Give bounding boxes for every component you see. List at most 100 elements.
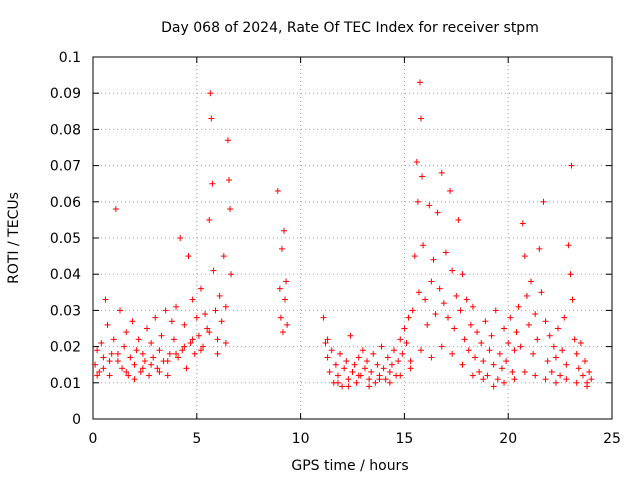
data-point (552, 354, 559, 361)
data-point (548, 368, 555, 375)
data-point (133, 347, 140, 354)
data-point (104, 321, 111, 328)
data-point (116, 307, 123, 314)
data-point (395, 358, 402, 365)
data-point (127, 354, 134, 361)
data-point (168, 318, 175, 325)
data-point (480, 358, 487, 365)
data-point (434, 209, 441, 216)
data-point (525, 321, 532, 328)
data-point (488, 332, 495, 339)
data-point (428, 354, 435, 361)
x-axis-label: GPS time / hours (291, 458, 408, 474)
data-point (474, 329, 481, 336)
data-point (418, 115, 425, 122)
data-point (328, 347, 335, 354)
data-point (569, 296, 576, 303)
data-point (210, 267, 217, 274)
data-point (382, 376, 389, 383)
data-point (351, 361, 358, 368)
y-tick-label: 0.03 (50, 303, 81, 319)
data-point (532, 311, 539, 318)
data-point (148, 339, 155, 346)
data-point (536, 245, 543, 252)
data-point (378, 343, 385, 350)
data-point (326, 368, 333, 375)
data-point (353, 379, 360, 386)
data-point (571, 336, 578, 343)
data-point (320, 314, 327, 321)
data-point (411, 253, 418, 260)
data-point (575, 365, 582, 372)
data-point (125, 372, 132, 379)
data-point (214, 350, 221, 357)
data-point (284, 321, 291, 328)
data-point (324, 336, 331, 343)
data-point (349, 368, 356, 375)
data-point (540, 198, 547, 205)
data-point (279, 329, 286, 336)
y-tick-label: 0.07 (50, 159, 81, 175)
data-point (102, 296, 109, 303)
data-point (148, 361, 155, 368)
data-point (480, 376, 487, 383)
data-point (150, 354, 157, 361)
data-point (146, 372, 153, 379)
data-point (139, 350, 146, 357)
data-point (486, 347, 493, 354)
x-tick-label: 25 (603, 431, 621, 447)
data-point (278, 245, 285, 252)
data-point (152, 314, 159, 321)
x-tick-label: 5 (192, 431, 201, 447)
data-point (193, 314, 200, 321)
data-point (143, 325, 150, 332)
data-point (521, 253, 528, 260)
data-point (494, 376, 501, 383)
data-point (530, 350, 537, 357)
data-point (447, 187, 454, 194)
data-point (282, 296, 289, 303)
data-point (156, 368, 163, 375)
data-point (438, 343, 445, 350)
data-point (100, 354, 107, 361)
data-point (227, 206, 234, 213)
data-point (181, 343, 188, 350)
data-point (189, 296, 196, 303)
data-point (568, 162, 575, 169)
data-point (339, 383, 346, 390)
data-point (517, 343, 524, 350)
data-point (225, 177, 232, 184)
data-point (521, 368, 528, 375)
data-point (442, 249, 449, 256)
data-point (173, 350, 180, 357)
data-point (366, 376, 373, 383)
data-point (376, 376, 383, 383)
data-point (119, 365, 126, 372)
data-point (131, 361, 138, 368)
data-point (324, 354, 331, 361)
data-point (565, 242, 572, 249)
data-point (345, 383, 352, 390)
data-point (409, 307, 416, 314)
data-point (501, 325, 508, 332)
data-point (426, 202, 433, 209)
data-point (195, 332, 202, 339)
data-point (123, 329, 130, 336)
data-point (114, 358, 121, 365)
y-tick-label: 0.05 (50, 231, 81, 247)
data-point (345, 376, 352, 383)
x-tick-label: 0 (89, 431, 98, 447)
data-point (384, 354, 391, 361)
data-point (444, 314, 451, 321)
data-point (405, 314, 412, 321)
data-point (94, 347, 101, 354)
data-point (579, 372, 586, 379)
data-point (563, 376, 570, 383)
data-point (476, 368, 483, 375)
data-point (513, 329, 520, 336)
data-point (420, 242, 427, 249)
data-point (418, 347, 425, 354)
data-point (399, 350, 406, 357)
data-point (131, 376, 138, 383)
data-point (534, 336, 541, 343)
